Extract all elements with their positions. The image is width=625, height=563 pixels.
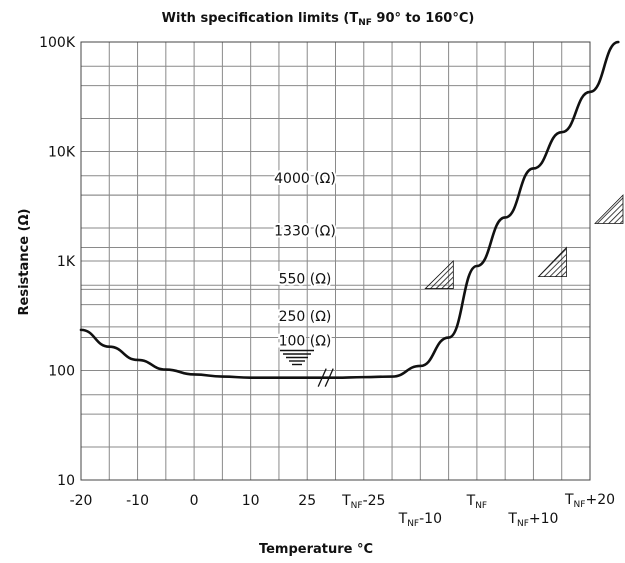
y-tick-label: 100K <box>39 35 76 51</box>
band-label: 100 (Ω) <box>279 334 332 350</box>
curve-layer <box>79 40 620 387</box>
chart-title-main: With specification limits (T <box>162 11 359 26</box>
x-tick-label: TNF <box>466 493 487 511</box>
x-tick-label: -20 <box>70 493 93 509</box>
y-tick-label: 10K <box>48 145 76 161</box>
y-axis-title: Resistance (Ω) <box>17 209 32 316</box>
band-label: 250 (Ω) <box>279 309 332 325</box>
x-tick-label: TNF+20 <box>564 492 615 510</box>
x-axis-title: Temperature °C <box>259 542 373 557</box>
x-tick-label: 25 <box>298 493 316 509</box>
y-tick-labels: 10 100 1K 10K 100K <box>39 35 76 489</box>
nominal-marker <box>280 349 314 366</box>
x-tick-label: TNF+10 <box>507 511 558 529</box>
chart-title: With specification limits (TNF 90° to 16… <box>162 11 475 28</box>
grid <box>80 41 591 481</box>
axis-break-mark <box>317 368 327 387</box>
band-label: 4000 (Ω) <box>274 171 336 187</box>
spec-limit-hatch <box>537 246 567 278</box>
x-tick-label: TNF-10 <box>398 511 442 529</box>
chart-title-subscript: NF <box>358 18 372 28</box>
spec-limit-hatch <box>424 260 454 289</box>
spec-limit-hatches <box>280 194 624 366</box>
spec-limit-hatch <box>594 194 624 224</box>
band-label: 550 (Ω) <box>279 271 332 287</box>
y-tick-label: 1K <box>57 254 76 270</box>
chart-title-rest: 90° to 160°C) <box>372 11 474 26</box>
y-tick-label: 10 <box>57 473 75 489</box>
x-tick-label: TNF-25 <box>341 493 385 511</box>
plot-frame <box>80 41 591 481</box>
axis-break-mark <box>324 368 334 387</box>
y-tick-label: 100 <box>48 364 75 380</box>
x-tick-label: -10 <box>126 493 149 509</box>
band-labels: 4000 (Ω) 1330 (Ω) 550 (Ω) 250 (Ω) 100 (Ω) <box>272 169 338 351</box>
x-tick-label: 10 <box>242 493 260 509</box>
x-tick-labels: -20 -10 0 10 25 TNF-25 TNF-10 TNF TNF+10 TNF+20 <box>70 492 615 529</box>
resistance-curve <box>79 40 620 379</box>
x-tick-label: 0 <box>190 493 199 509</box>
band-label: 1330 (Ω) <box>274 223 336 239</box>
